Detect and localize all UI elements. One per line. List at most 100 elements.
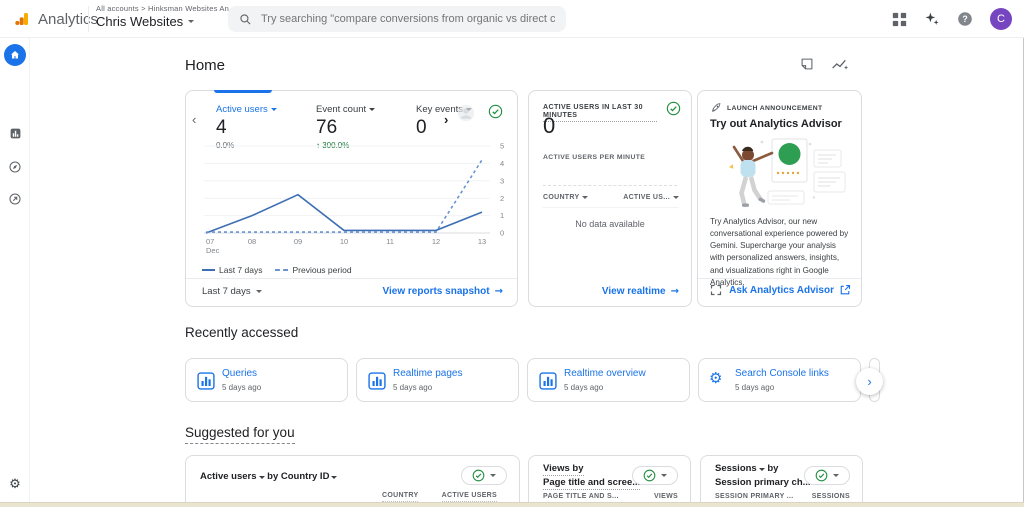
recent-title: Realtime pages (393, 368, 463, 379)
search-input[interactable] (261, 13, 555, 25)
realtime-card: ACTIVE USERS IN LAST 30 MINUTES 0 ACTIVE… (528, 90, 692, 307)
analytics-logo-icon (15, 13, 28, 25)
metric-label: Event count (316, 104, 367, 115)
suggested-card-sessions-by-channel[interactable]: Sessions by Session primary ch... SESSIO… (700, 455, 863, 507)
dashed-line-swatch (275, 269, 289, 271)
metrics-prev-chevron[interactable]: ‹ (192, 112, 197, 127)
open-in-new-icon (840, 284, 851, 295)
active-users-column-dropdown[interactable]: ACTIVE US... (623, 194, 679, 201)
ask-analytics-advisor-link[interactable]: Ask Analytics Advisor (729, 284, 851, 296)
reports-icon (10, 128, 20, 138)
sidebar-item-reports[interactable] (4, 122, 26, 144)
sidebar-item-advertising[interactable] (4, 188, 26, 210)
chevron-down-icon (255, 290, 262, 293)
search-icon (240, 13, 251, 24)
column-label: COUNTRY (543, 194, 580, 201)
date-range-dropdown[interactable]: Last 7 days (202, 286, 262, 297)
title-metric: Sessions (715, 463, 757, 474)
metric-label: Key events (416, 104, 463, 115)
metric-value: 4 (216, 117, 227, 138)
country-column-dropdown[interactable]: COUNTRY (543, 194, 589, 201)
brand-name: Analytics (38, 10, 99, 28)
advisor-illustration (729, 138, 846, 207)
view-realtime-link[interactable]: View realtime → (602, 286, 679, 297)
insights-icon[interactable] (831, 57, 849, 71)
announcement-body: Try Analytics Advisor, our new conversat… (710, 217, 849, 287)
recent-time: 5 days ago (222, 383, 262, 392)
arrow-right-icon: → (670, 286, 679, 297)
note-icon[interactable] (800, 57, 814, 71)
left-nav: ⚙ (0, 38, 30, 507)
no-data-message: No data available (575, 219, 645, 229)
check-circle-icon (643, 469, 656, 482)
recent-time: 5 days ago (393, 383, 433, 392)
card-status-dropdown[interactable] (804, 466, 850, 485)
carousel-next-button[interactable]: › (856, 368, 883, 395)
data-quality-check-icon[interactable] (488, 104, 503, 124)
divider (698, 278, 861, 279)
recently-accessed-heading: Recently accessed (185, 325, 299, 340)
card-status-dropdown[interactable] (632, 466, 678, 485)
gear-icon: ⚙ (709, 369, 723, 387)
avatar[interactable]: C (990, 8, 1012, 30)
chevron-down-icon (258, 476, 265, 479)
realtime-title: ACTIVE USERS IN LAST 30 MINUTES (543, 103, 657, 122)
analytics-logo[interactable]: Analytics (14, 0, 98, 38)
help-icon[interactable]: ? (957, 11, 973, 27)
recent-title: Realtime overview (564, 368, 646, 379)
explore-icon (9, 161, 21, 173)
svg-text:11: 11 (386, 237, 394, 246)
metric-dropdown[interactable]: Active users (216, 104, 282, 115)
solid-line-swatch (202, 269, 215, 271)
svg-text:1: 1 (500, 211, 504, 220)
account-switcher[interactable]: Chris Websites (96, 14, 234, 29)
avatar-letter: C (997, 13, 1005, 25)
svg-text:4: 4 (500, 159, 504, 168)
sidebar-item-explore[interactable] (4, 156, 26, 178)
empty-minute-chart-baseline (543, 185, 677, 186)
recent-card-realtime-pages[interactable]: Realtime pages 5 days ago (356, 358, 519, 402)
expand-icon[interactable] (710, 284, 722, 296)
apps-grid-icon[interactable] (892, 12, 907, 27)
admin-gear-icon[interactable]: ⚙ (9, 476, 21, 492)
comparison-avatar-icon[interactable] (457, 104, 475, 127)
recent-card-realtime-overview[interactable]: Realtime overview 5 days ago (527, 358, 690, 402)
screenshot-bottom-edge (0, 502, 1024, 507)
gemini-sparkle-icon[interactable] (924, 11, 940, 27)
card-status-dropdown[interactable] (461, 466, 507, 485)
recent-time: 5 days ago (735, 383, 775, 392)
link-label: View realtime (601, 286, 666, 297)
check-circle-icon (472, 469, 485, 482)
sidebar-item-home[interactable] (4, 44, 26, 66)
recent-card-search-console[interactable]: ⚙ Search Console links 5 days ago (698, 358, 861, 402)
column-label: ACTIVE US... (623, 194, 670, 201)
chevron-down-icon (661, 474, 667, 477)
title-dimension: Session primary ch... (715, 477, 811, 489)
top-bar: Analytics All accounts > Hinksman Websit… (0, 0, 1024, 38)
suggested-card-views-by-page[interactable]: Views by Page title and scree... PAGE TI… (528, 455, 691, 507)
advertising-icon (9, 193, 21, 205)
suggested-card-active-users-by-country[interactable]: Active users by Country ID COUNTRY ACTIV… (185, 455, 520, 507)
svg-text:Dec: Dec (206, 246, 220, 255)
chevron-down-icon (188, 20, 195, 23)
column-header[interactable]: ACTIVE USERS (441, 492, 497, 502)
svg-text:07: 07 (206, 237, 214, 246)
suggested-card-title: Views by Page title and scree... (543, 462, 641, 491)
recent-card-queries[interactable]: Queries 5 days ago (185, 358, 348, 402)
data-quality-check-icon[interactable] (666, 101, 681, 121)
bar-chart-icon (539, 372, 557, 390)
chevron-down-icon (490, 474, 496, 477)
check-circle-icon (815, 469, 828, 482)
chart-legend: Last 7 days Previous period (202, 265, 352, 275)
announcement-card: LAUNCH ANNOUNCEMENT Try out Analytics Ad… (697, 90, 862, 307)
column-header[interactable]: COUNTRY (382, 492, 419, 502)
breadcrumb[interactable]: All accounts > Hinksman Websites An.. (96, 4, 234, 13)
search-bar[interactable] (228, 6, 566, 32)
metric-dropdown[interactable]: Event count (316, 104, 382, 115)
home-icon (11, 51, 19, 59)
metrics-next-chevron[interactable]: › (444, 112, 449, 127)
link-label: View reports snapshot (382, 286, 490, 297)
view-reports-snapshot-link[interactable]: View reports snapshot → (383, 286, 503, 297)
recent-title: Queries (222, 368, 258, 379)
